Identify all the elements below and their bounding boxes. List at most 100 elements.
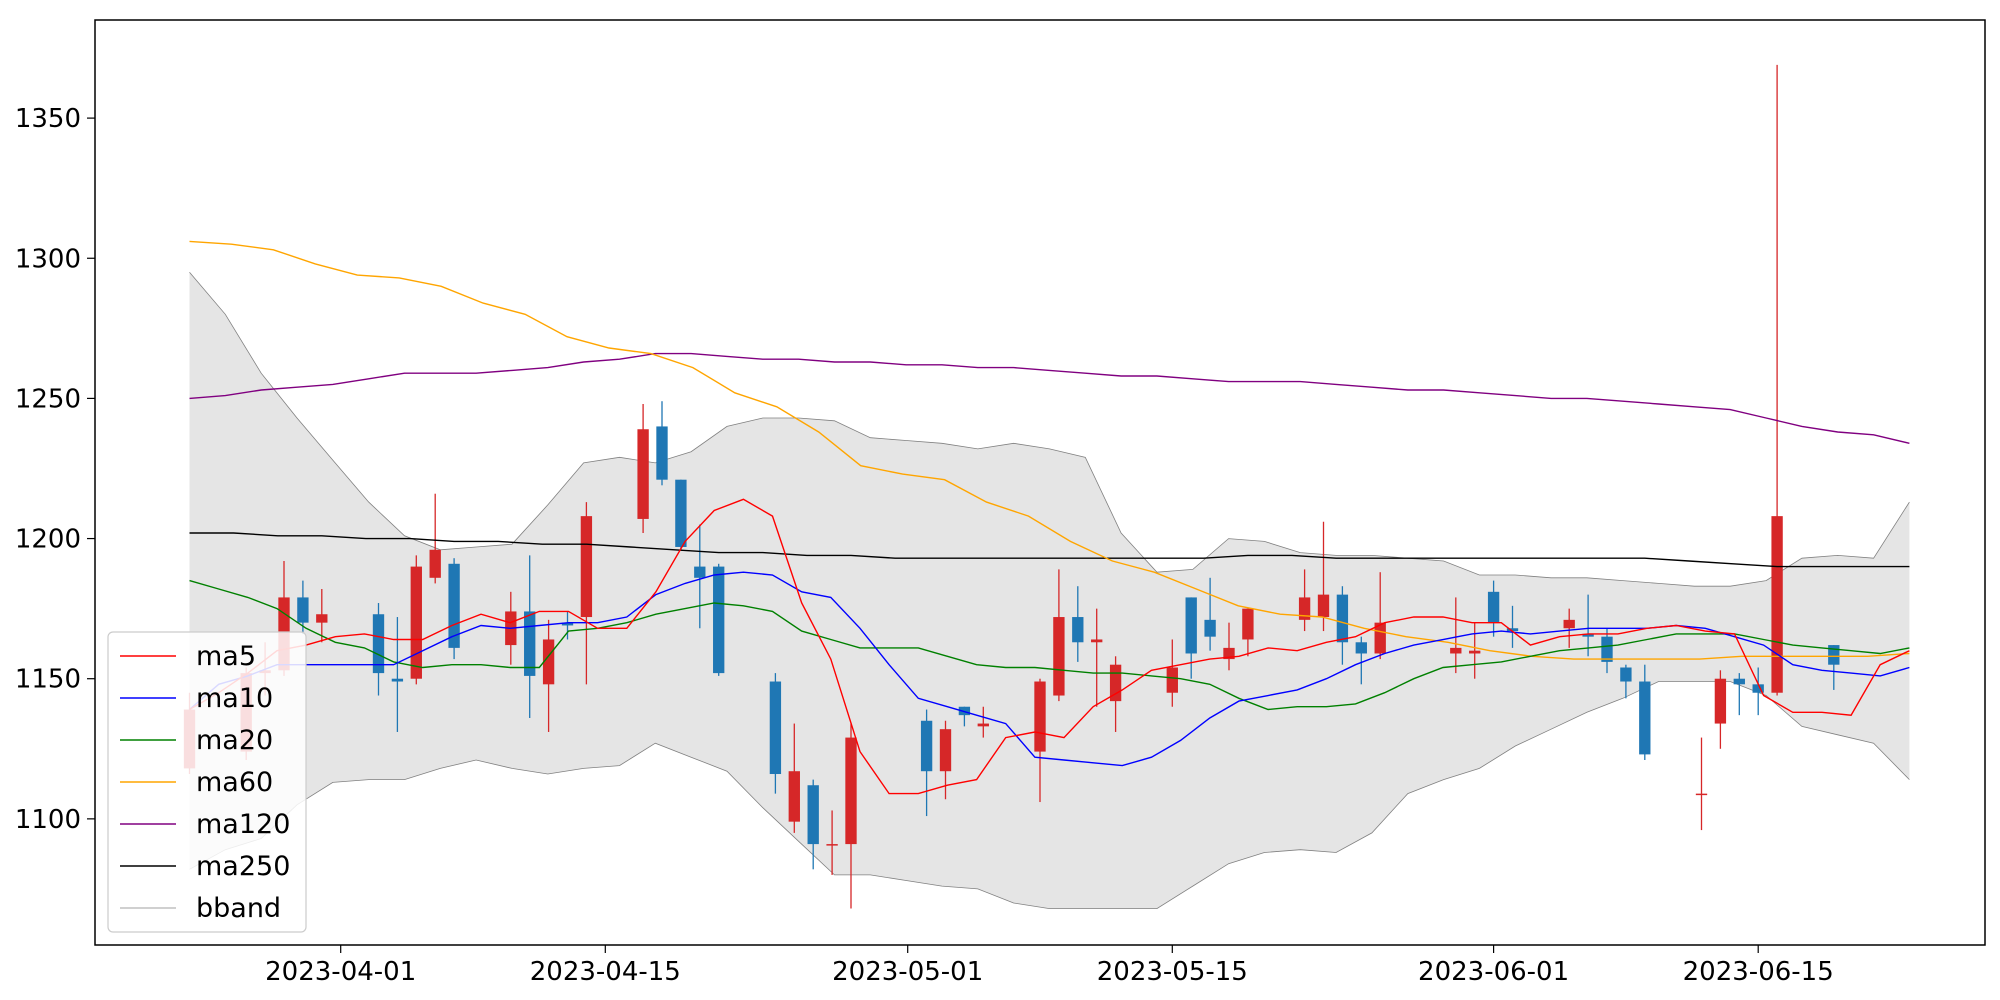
candle (1355, 636, 1367, 685)
bband-fill (189, 272, 1910, 909)
candle-body (1072, 617, 1084, 643)
candle-body (920, 720, 933, 772)
plot-frame (94, 19, 1986, 946)
y-tick-label: 1100 (15, 805, 81, 835)
y-tick-label: 1350 (15, 104, 81, 134)
candle-body (1374, 622, 1386, 654)
candle-body (1317, 594, 1330, 618)
legend-box (107, 631, 307, 933)
candle-body (410, 566, 422, 679)
candle-body (769, 681, 782, 775)
candle-body (316, 614, 328, 623)
candle-body (542, 639, 555, 685)
candle-body (1487, 591, 1500, 623)
y-tick-label: 1150 (15, 665, 81, 695)
candle-body (1091, 639, 1103, 643)
candle (448, 558, 460, 660)
candle-body (297, 597, 309, 623)
candle (656, 401, 668, 486)
legend-item: ma10 (120, 683, 273, 714)
legend-item: ma20 (120, 725, 273, 756)
candle (675, 479, 687, 550)
y-tick-label: 1200 (15, 525, 81, 555)
candle (1091, 608, 1103, 707)
candle-body (1733, 678, 1745, 685)
candle (1695, 737, 1708, 831)
candle-body (1563, 619, 1575, 629)
candle-body (1053, 617, 1065, 696)
candle (1223, 622, 1235, 671)
candle-body (1336, 594, 1349, 643)
bband (189, 272, 1910, 909)
candle-body (429, 549, 441, 578)
candle-body (1771, 516, 1783, 693)
candle (694, 524, 706, 629)
candle-body (845, 737, 857, 845)
y-tick-label: 1250 (15, 384, 81, 414)
candle (1336, 586, 1349, 665)
candle (788, 723, 800, 833)
candle-body (391, 678, 404, 682)
candle (1374, 572, 1386, 660)
candle (1506, 605, 1519, 648)
candle-body (1469, 650, 1481, 654)
candle-body (1714, 678, 1727, 724)
candle (561, 611, 574, 640)
candle (1298, 569, 1311, 632)
candle (1469, 622, 1481, 679)
candle (524, 555, 536, 718)
candle-body (580, 516, 593, 618)
candle-body (1752, 684, 1764, 693)
candle-body (1582, 633, 1594, 637)
y-tick-label: 1300 (15, 244, 81, 274)
x-tick-label: 2023-05-15 (1097, 957, 1248, 987)
legend: ma5 ma10 ma20 ma60 ma120 ma250 bband (107, 631, 307, 933)
candle-body (1828, 645, 1840, 665)
candle (1166, 639, 1178, 707)
candle (1752, 667, 1764, 716)
candle (1714, 670, 1727, 749)
candle-body (448, 563, 460, 648)
candle-body (637, 429, 649, 519)
candle-body (1506, 628, 1519, 632)
candle (316, 589, 328, 643)
x-tick-label: 2023-06-15 (1683, 957, 1834, 987)
candle (429, 493, 441, 584)
candle (769, 673, 782, 794)
candle (1242, 608, 1254, 657)
candle (1582, 594, 1594, 657)
candle (807, 779, 819, 870)
ma20-line (189, 579, 1910, 711)
candle-body (826, 844, 838, 846)
candle (1053, 569, 1065, 702)
candle (580, 502, 593, 685)
legend-item: bband (120, 893, 281, 924)
ma250-line (189, 532, 1910, 568)
candle-body (977, 723, 989, 727)
candle (1563, 608, 1575, 648)
candle (1204, 577, 1216, 651)
candle (977, 706, 989, 738)
axes: 1100 1150 1200 1250 1300 1350 2023-04-01 2023-0… (15, 104, 1834, 987)
candle (920, 709, 933, 817)
candle-body (1223, 647, 1235, 660)
ma5-line (189, 498, 1910, 795)
legend-label: ma5 (196, 641, 256, 672)
candle-body (1166, 667, 1178, 693)
candle (410, 555, 422, 685)
candle-body (713, 566, 725, 674)
candle-body (1034, 681, 1046, 752)
candle-body (1242, 608, 1254, 640)
candle (1185, 597, 1197, 679)
candle-body (561, 622, 574, 626)
candle (1487, 580, 1500, 637)
candle-body (939, 729, 952, 772)
candle (826, 810, 838, 875)
legend-label: ma10 (196, 683, 273, 714)
candle-body (1601, 636, 1613, 662)
candle (1450, 597, 1462, 674)
candle-body (1695, 793, 1708, 796)
candle-body (807, 785, 819, 845)
candle-body (1450, 647, 1462, 654)
